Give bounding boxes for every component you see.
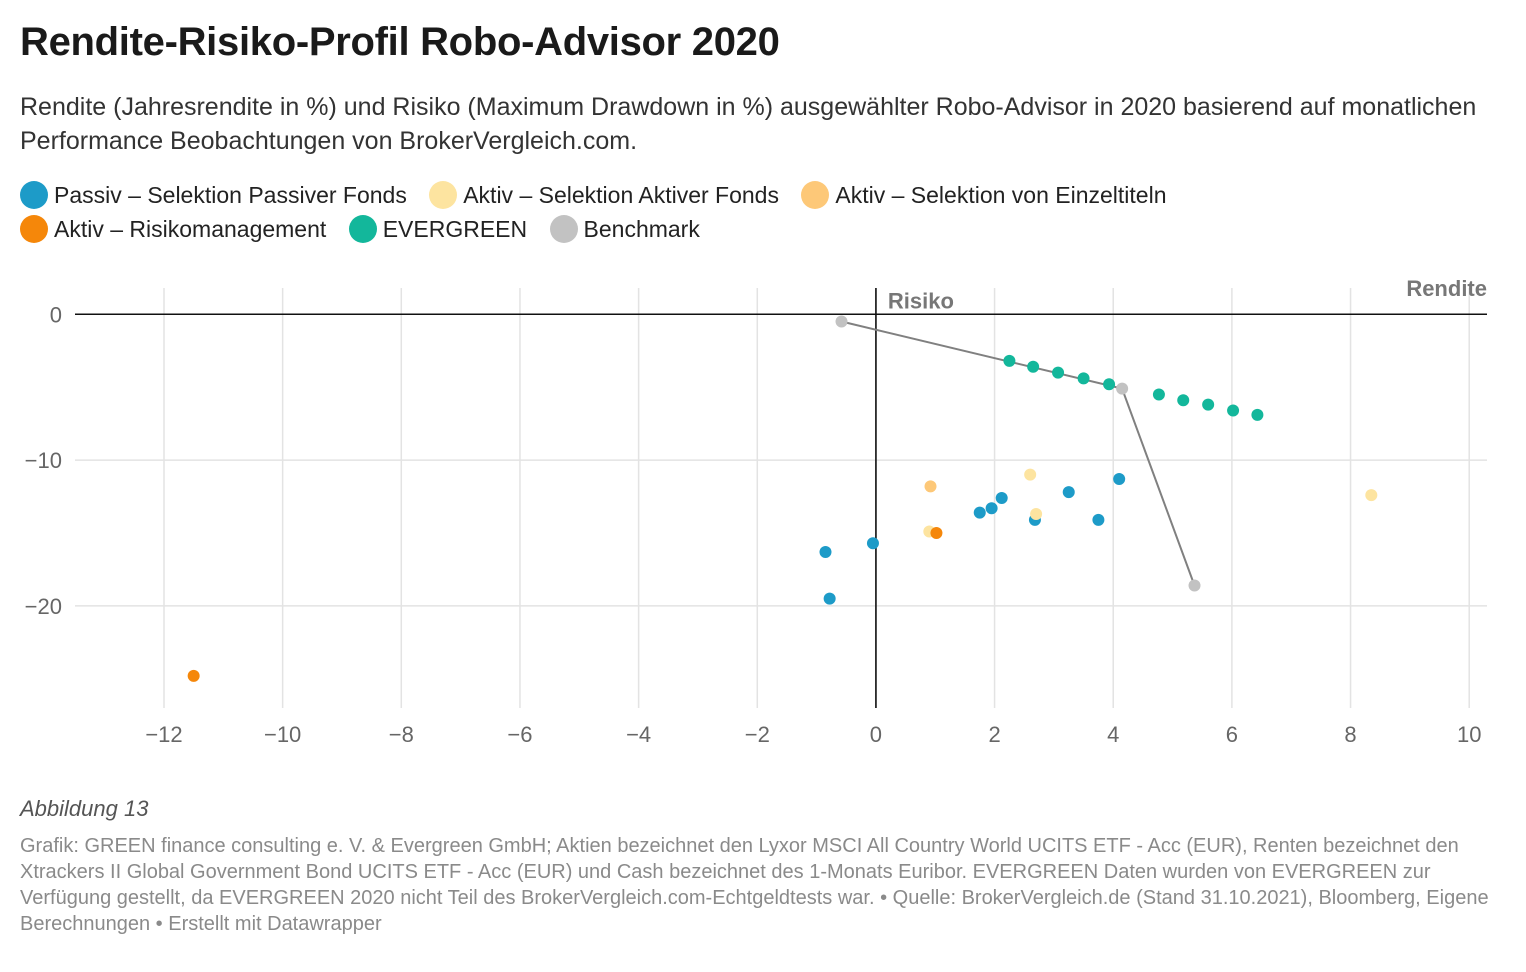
chart-title: Rendite-Risiko-Profil Robo-Advisor 2020: [20, 20, 780, 64]
x-tick-label: 6: [1226, 722, 1238, 747]
legend-label: Passiv – Selektion Passiver Fonds: [54, 182, 407, 208]
point-evergreen: [1152, 388, 1165, 401]
legend-swatch: [348, 215, 377, 243]
x-tick-label: 2: [988, 722, 1000, 747]
legend-swatch: [429, 181, 458, 209]
point-passiv-selektion-passiver-fonds: [1113, 473, 1126, 486]
x-tick-label: 8: [1344, 722, 1356, 747]
legend-item-aktiv-risikomanagement: Aktiv – Risikomanagement: [20, 212, 326, 246]
legend-label: EVERGREEN: [382, 216, 528, 242]
point-aktiv-selektion-aktiver-fonds: [1030, 508, 1043, 521]
legend-item-passiv-fonds: Passiv – Selektion Passiver Fonds: [20, 178, 407, 212]
x-tick-label: −10: [264, 722, 301, 747]
point-evergreen: [1251, 408, 1264, 421]
point-evergreen: [1103, 378, 1116, 391]
point-evergreen: [1077, 372, 1090, 385]
chart-subtitle: Rendite (Jahresrendite in %) und Risiko …: [20, 93, 1477, 155]
x-tick-label: −8: [389, 722, 414, 747]
point-passiv-selektion-passiver-fonds: [995, 492, 1008, 504]
legend-label: Aktiv – Selektion von Einzeltiteln: [835, 182, 1167, 208]
scatter-chart: −12 −10 −8 −6 −4 −2 0 2 4 6 8 100−10−20RenditeRisik…: [25, 276, 1487, 747]
legend-swatch: [20, 181, 48, 209]
legend-label: Aktiv – Selektion Aktiver Fonds: [463, 182, 779, 208]
y-tick-label: 0: [50, 302, 62, 327]
point-passiv-selektion-passiver-fonds: [1092, 513, 1105, 526]
point-passiv-selektion-passiver-fonds: [973, 506, 986, 519]
legend-item-aktiv-einzeltitel: Aktiv – Selektion von Einzeltiteln: [801, 178, 1167, 212]
legend-swatch: [801, 181, 830, 209]
x-tick-label: 10: [1457, 722, 1481, 747]
point-benchmark: [1188, 579, 1201, 592]
x-tick-label: −4: [626, 722, 651, 747]
point-evergreen: [1177, 394, 1190, 407]
point-evergreen: [1202, 398, 1215, 411]
point-evergreen: [1052, 366, 1065, 379]
point-passiv-selektion-passiver-fonds: [823, 592, 836, 605]
point-evergreen: [1027, 360, 1040, 373]
benchmark-line-layer: [841, 320, 1196, 586]
point-aktiv-selektion-aktiver-fonds: [1024, 468, 1037, 481]
figure-caption: Abbildung 13: [20, 796, 149, 821]
benchmark-line: [841, 320, 1196, 586]
point-aktiv-risikomanagement: [930, 527, 943, 539]
source-notes: Grafik: GREEN finance consulting e. V. &…: [20, 835, 1489, 935]
legend-swatch: [549, 215, 578, 243]
point-benchmark: [1116, 382, 1129, 395]
point-aktiv-risikomanagement: [187, 669, 200, 682]
legend-label: Benchmark: [583, 216, 700, 242]
point-passiv-selektion-passiver-fonds: [1062, 486, 1075, 499]
point-benchmark: [835, 315, 848, 328]
legend-item-aktiv-fonds: Aktiv – Selektion Aktiver Fonds: [429, 178, 779, 212]
point-evergreen: [1003, 354, 1016, 367]
x-tick-label: −12: [145, 722, 182, 747]
y-tick-label: −20: [25, 594, 62, 619]
legend-item-benchmark: Benchmark: [549, 212, 700, 246]
point-passiv-selektion-passiver-fonds: [819, 545, 832, 558]
point-passiv-selektion-passiver-fonds: [866, 537, 879, 550]
point-evergreen: [1227, 404, 1240, 417]
grid: [75, 288, 1487, 708]
point-passiv-selektion-passiver-fonds: [985, 502, 998, 515]
axes: [75, 288, 1487, 708]
x-axis-title: Rendite: [1406, 276, 1487, 301]
y-tick-label: −10: [25, 448, 62, 473]
legend: Passiv – Selektion Passiver Fonds Aktiv …: [20, 178, 1350, 246]
point-aktiv-selektion-aktiver-fonds: [1365, 489, 1378, 502]
y-axis-title: Risiko: [888, 288, 954, 313]
points: [187, 315, 1378, 682]
x-tick-label: 0: [870, 722, 882, 747]
point-aktiv-selektion-von-einzeltiteln: [924, 480, 937, 493]
x-tick-label: 4: [1107, 722, 1119, 747]
x-tick-label: −6: [507, 722, 532, 747]
x-tick-label: −2: [745, 722, 770, 747]
tick-labels: −12 −10 −8 −6 −4 −2 0 2 4 6 8 100−10−20RenditeRisik…: [25, 276, 1487, 747]
legend-label: Aktiv – Risikomanagement: [54, 216, 327, 242]
legend-swatch: [20, 215, 48, 243]
legend-item-evergreen: EVERGREEN: [348, 212, 528, 246]
